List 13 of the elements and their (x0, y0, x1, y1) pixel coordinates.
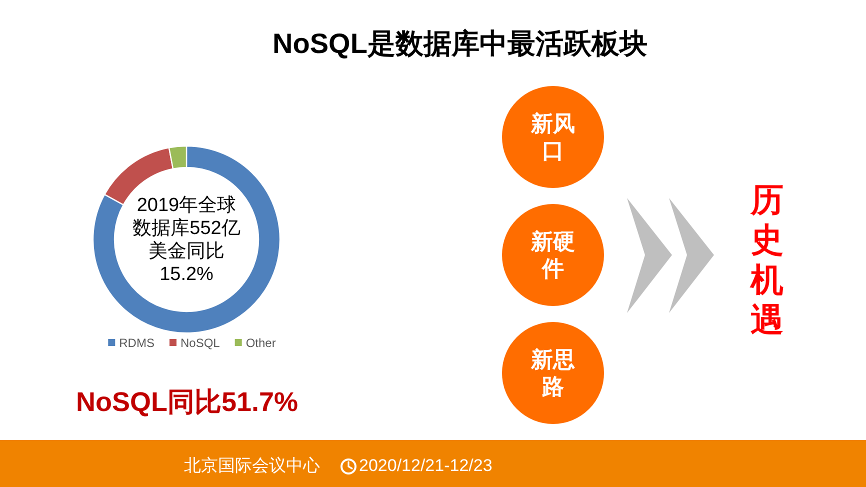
text: NoSQL是数据库中最活跃板块 (272, 27, 648, 61)
text: 2019年全球数据库552亿美金同比15.2% (132, 194, 242, 286)
text: 北京国际会议中心 (184, 455, 320, 477)
donut-slice (92, 145, 281, 334)
text: NoSQL同比51.7% (74, 386, 300, 419)
text: 2020/12/21-12/23 (359, 455, 492, 477)
text: 新风口 (530, 110, 576, 164)
text: 新思路 (530, 346, 576, 400)
legend-label: RDMS (119, 336, 154, 350)
legend-label: Other (246, 336, 276, 350)
text: 历史机遇 (748, 180, 784, 340)
legend-label: NoSQL (180, 336, 220, 350)
text: 新硬件 (530, 228, 576, 282)
